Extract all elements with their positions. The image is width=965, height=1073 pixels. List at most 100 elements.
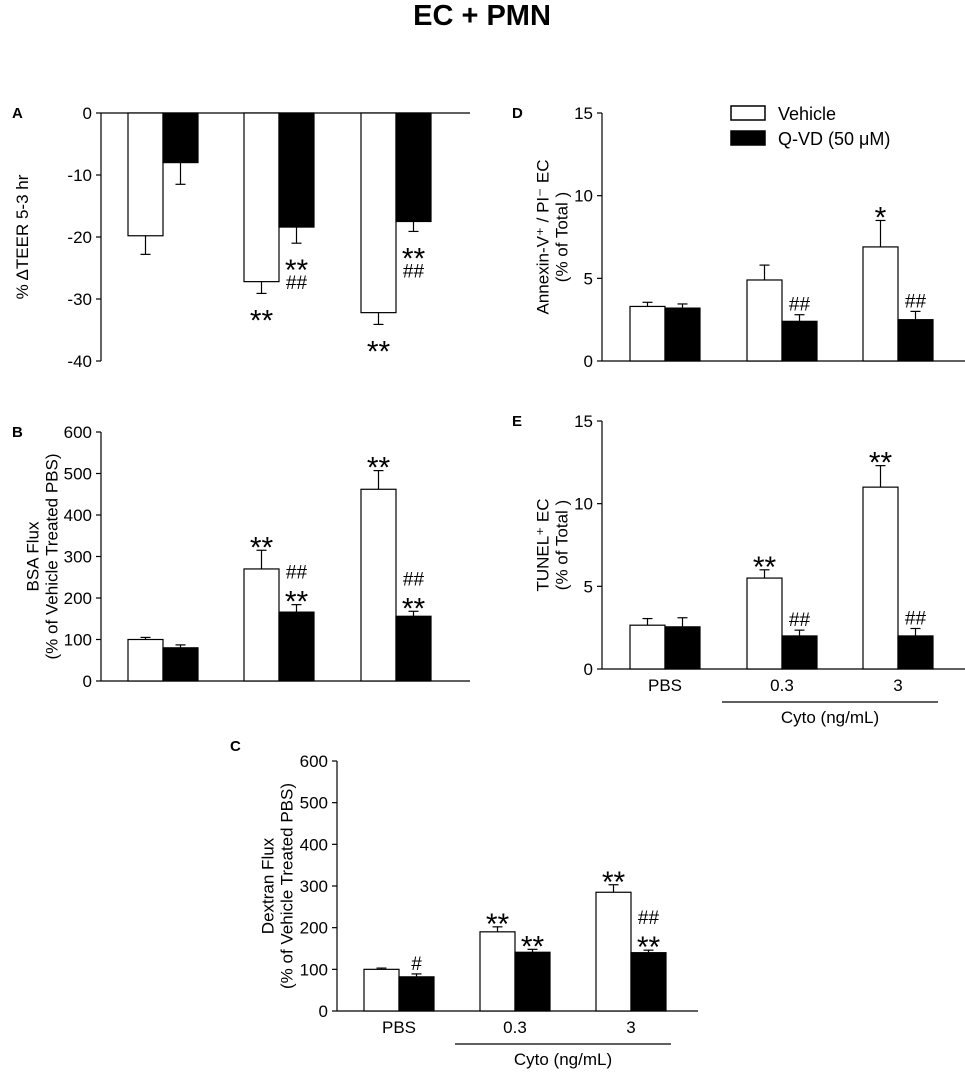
y-tick-label: 15: [574, 412, 593, 431]
significance-asterisk: **: [250, 531, 274, 564]
bar-vehicle: [479, 931, 516, 1012]
y-tick-label: 100: [64, 631, 92, 650]
bar-vehicle: [360, 488, 397, 682]
significance-asterisk: **: [285, 254, 309, 287]
panel-label: A: [12, 105, 23, 122]
y-axis-title: (% of Vehicle Treated PBS): [278, 783, 297, 989]
y-tick-label: 0: [83, 104, 92, 123]
significance-asterisk: **: [869, 447, 893, 480]
bar-qvd: [395, 112, 432, 223]
y-axis-title: % ΔTEER 5-3 hr: [13, 174, 32, 299]
bar-qvd: [781, 320, 818, 362]
legend-swatch-qvd: [730, 130, 766, 146]
bar-vehicle: [127, 112, 164, 237]
y-axis-title: (% of Total ): [553, 192, 572, 282]
y-axis-title: Annexin-V⁺ / PI⁻ EC: [534, 160, 553, 315]
significance-asterisk: *: [875, 201, 887, 234]
significance-hash: ##: [905, 608, 927, 629]
panel-b: B 0 100 200 300 400 500 600 BSA Flux (% of Vehicl…: [12, 423, 470, 691]
significance-hash: ##: [905, 291, 927, 312]
y-tick-label: -40: [67, 352, 92, 371]
y-tick-label: 0: [584, 660, 593, 679]
panel-d: D 0 5 10 15 Annexin-V⁺ / PI⁻ EC (% of Total ) #…: [512, 104, 965, 371]
chart-panels: A 0-10-20-30-40% ΔTEER 5-3 hr****##****##…: [12, 104, 965, 1069]
bar-vehicle: [746, 279, 783, 362]
panel-label: E: [512, 413, 522, 430]
y-tick-label: 0: [584, 352, 593, 371]
significance-asterisk: **: [367, 452, 391, 485]
legend: Vehicle Q-VD (50 μM): [730, 104, 890, 149]
x-tick-label: 0.3: [503, 1018, 527, 1037]
y-tick-label: 100: [300, 960, 328, 979]
bar-vehicle: [629, 624, 666, 670]
significance-asterisk: **: [250, 304, 274, 337]
y-tick-label: 5: [584, 577, 593, 596]
bar-qvd: [664, 626, 701, 670]
y-axis-title: Dextran Flux: [259, 837, 278, 934]
bar-qvd: [162, 647, 199, 682]
bar-qvd: [395, 615, 432, 682]
significance-hash: ##: [286, 563, 308, 584]
y-tick-label: 300: [64, 548, 92, 567]
bar-qvd: [897, 319, 934, 362]
significance-hash: ##: [403, 569, 425, 590]
significance-asterisk: **: [753, 551, 777, 584]
panel-label: D: [512, 105, 523, 122]
bar-qvd: [278, 611, 315, 682]
y-tick-label: 10: [574, 187, 593, 206]
significance-hash: #: [411, 954, 422, 975]
bar-qvd: [162, 112, 199, 164]
bar-vehicle: [746, 577, 783, 670]
significance-hash: ##: [789, 610, 811, 631]
figure-title: EC + PMN: [413, 0, 551, 32]
y-tick-label: 500: [300, 794, 328, 813]
bar-vehicle: [127, 638, 164, 682]
y-tick-label: 600: [64, 423, 92, 442]
y-tick-label: 200: [300, 919, 328, 938]
bar-qvd: [630, 952, 667, 1012]
x-group-title: Cyto (ng/mL): [781, 708, 879, 727]
legend-label-vehicle: Vehicle: [778, 104, 836, 124]
y-tick-label: 400: [64, 506, 92, 525]
panel-label: C: [230, 738, 241, 755]
significance-hash: ##: [638, 908, 660, 929]
x-group-title: Cyto (ng/mL): [514, 1050, 612, 1069]
y-axis-title: BSA Flux: [24, 521, 43, 591]
significance-asterisk: **: [367, 335, 391, 368]
x-tick-label: PBS: [382, 1018, 416, 1037]
bar-vehicle: [243, 568, 280, 682]
bar-vehicle: [243, 112, 280, 283]
panel-c: C 0 100 200 300 400 500 600 Dextran Flux (% of Ve…: [230, 738, 698, 1069]
bar-vehicle: [363, 968, 400, 1012]
bar-vehicle: [629, 305, 666, 362]
x-tick-label: 3: [893, 676, 902, 695]
legend-label-qvd: Q-VD (50 μM): [778, 129, 890, 149]
panel-label: B: [12, 424, 23, 441]
bar-vehicle: [862, 486, 899, 670]
bar-qvd: [781, 635, 818, 670]
bar-vehicle: [862, 246, 899, 362]
significance-hash: ##: [286, 273, 308, 294]
bar-vehicle: [595, 891, 632, 1012]
y-axis-title: (% of Vehicle Treated PBS): [43, 454, 62, 660]
panel-e: E 0 5 10 15 TUNEL⁺ EC (% of Total ) ** ## ** ## PBS…: [512, 412, 965, 727]
y-tick-label: 200: [64, 589, 92, 608]
y-axis-title: (% of Total ): [553, 500, 572, 590]
bar-qvd: [398, 976, 435, 1012]
y-tick-label: 0: [319, 1002, 328, 1021]
significance-asterisk: **: [486, 908, 510, 941]
y-tick-label: 10: [574, 495, 593, 514]
y-tick-label: 5: [584, 269, 593, 288]
x-tick-label: 3: [626, 1018, 635, 1037]
y-tick-label: 500: [64, 465, 92, 484]
y-axis-title: TUNEL⁺ EC: [534, 498, 553, 591]
significance-hash: ##: [789, 295, 811, 316]
significance-asterisk: **: [637, 931, 661, 964]
bar-qvd: [664, 307, 701, 362]
y-tick-label: 600: [300, 752, 328, 771]
x-tick-label: PBS: [648, 676, 682, 695]
significance-asterisk: **: [285, 586, 309, 619]
significance-asterisk: **: [602, 866, 626, 899]
y-tick-label: 400: [300, 835, 328, 854]
